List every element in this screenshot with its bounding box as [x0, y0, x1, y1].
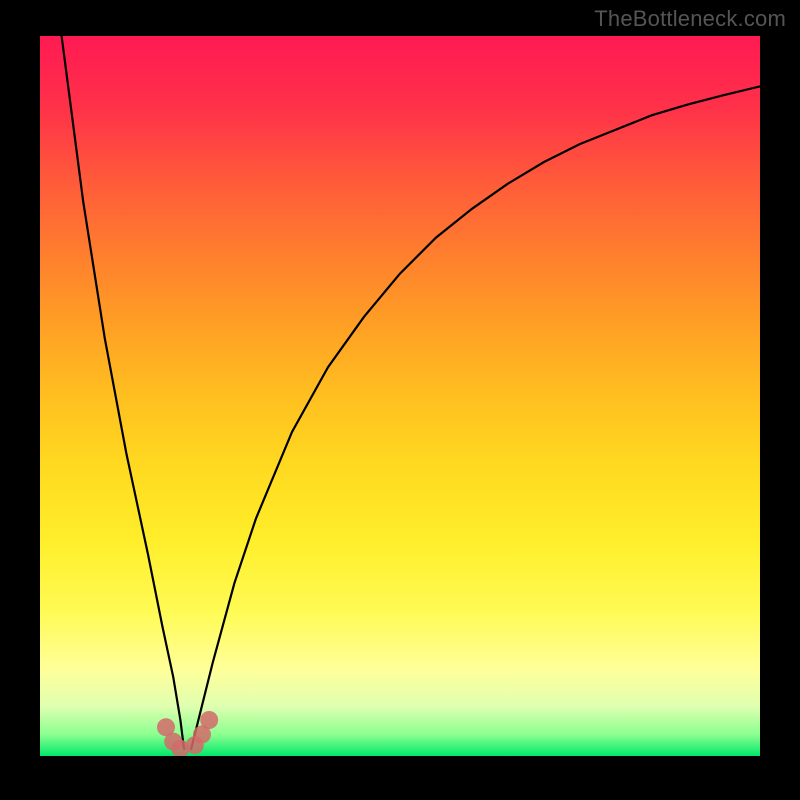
marker-dot: [200, 711, 218, 729]
chart-root: TheBottleneck.com: [0, 0, 800, 800]
plot-area: [40, 36, 760, 756]
marker-layer: [40, 36, 760, 756]
watermark-text: TheBottleneck.com: [594, 6, 786, 32]
